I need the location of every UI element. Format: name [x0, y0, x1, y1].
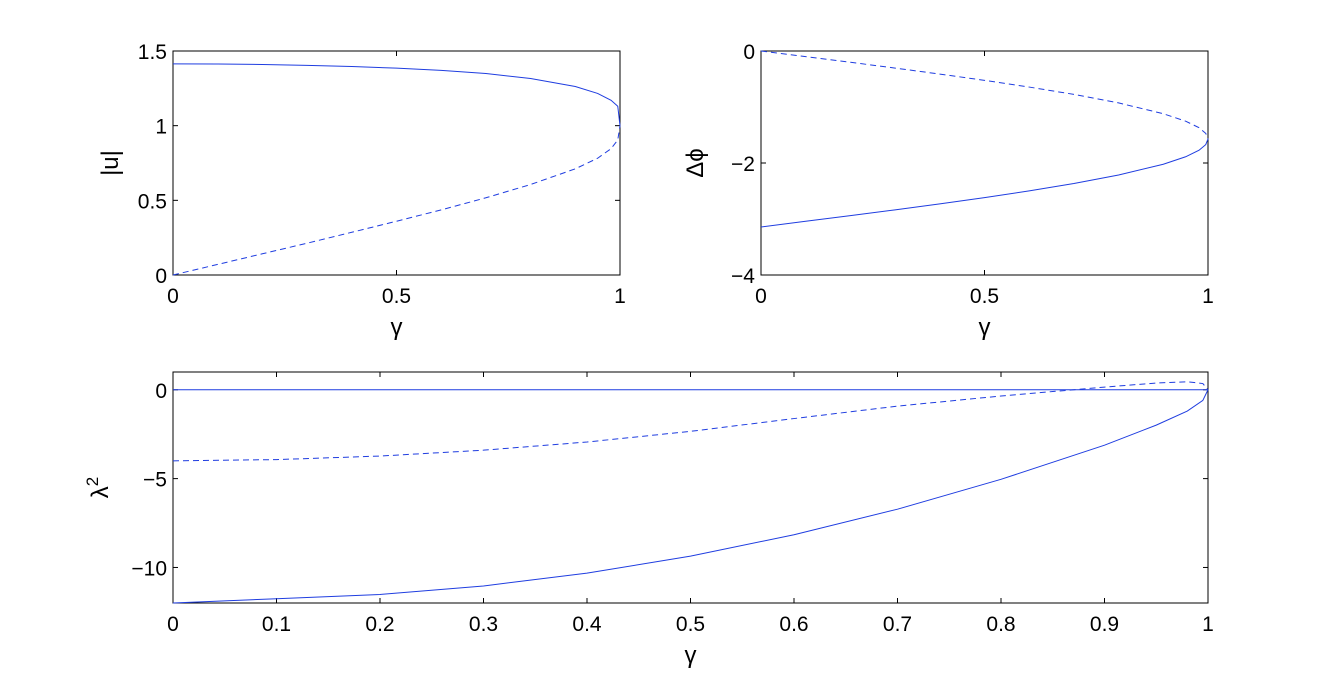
x-tick-label: 0.6 [779, 613, 808, 636]
series-line-solid [172, 63, 621, 126]
series-line-solid [760, 138, 1209, 228]
x-tick-label: 0.8 [986, 613, 1015, 636]
y-axis-label: Δϕ [682, 148, 709, 177]
y-tick-label: −10 [131, 557, 167, 580]
x-tick-label: 0.5 [382, 285, 411, 308]
series-line-dashed [172, 381, 1209, 462]
y-tick-label: 0 [155, 380, 167, 403]
x-tick-label: 0.9 [1090, 613, 1119, 636]
axes-box [172, 371, 1209, 604]
y-tick-label: −5 [143, 469, 167, 492]
y-axis-label-base: λ [87, 486, 114, 498]
y-tick-label: 0 [743, 41, 755, 64]
x-tick-label: 0.5 [676, 613, 705, 636]
y-tick-label: 0 [155, 265, 167, 288]
x-axis-label: γ [979, 314, 991, 341]
x-axis-label: γ [391, 314, 403, 341]
y-tick-label: −4 [731, 265, 755, 288]
y-tick-label: −2 [731, 153, 755, 176]
series-line-solid [172, 389, 1209, 604]
x-tick-label: 0.5 [970, 285, 999, 308]
x-tick-label: 1 [1202, 285, 1214, 308]
y-tick-label: 0.5 [138, 190, 167, 213]
x-tick-label: 0.3 [469, 613, 498, 636]
x-tick-label: 1 [1202, 613, 1214, 636]
x-tick-label: 0.7 [883, 613, 912, 636]
axes-box [760, 50, 1209, 276]
x-tick-label: 0.1 [262, 613, 291, 636]
x-tick-label: 0 [167, 613, 179, 636]
y-axis-label-superscript: 2 [83, 477, 102, 486]
y-tick-label: 1 [155, 116, 167, 139]
y-axis-label: λ2 [83, 477, 114, 498]
series-line-dashed [172, 125, 621, 276]
chart-panel-phase-difference: 0 0.5 1 −4 −2 0 γ Δϕ [682, 41, 1214, 341]
series-line-dashed [760, 50, 1209, 140]
x-tick-label: 0 [167, 285, 179, 308]
y-tick-label: 1.5 [138, 41, 167, 64]
chart-panel-lambda-squared: 0 0.1 0.2 0.3 0.4 0.5 0.6 0.7 0.8 0.9 1 −10 −5 0 γ λ2 [83, 371, 1214, 669]
x-axis-label: γ [685, 642, 697, 669]
x-tick-label: 0.4 [572, 613, 602, 636]
y-axis-label: |u| [97, 150, 124, 176]
x-tick-label: 0 [755, 285, 767, 308]
axes-box [172, 50, 621, 276]
chart-panel-u-magnitude: 0 0.5 1 0 0.5 1 1.5 γ |u| [97, 41, 626, 341]
x-tick-label: 1 [614, 285, 626, 308]
x-tick-label: 0.2 [365, 613, 394, 636]
